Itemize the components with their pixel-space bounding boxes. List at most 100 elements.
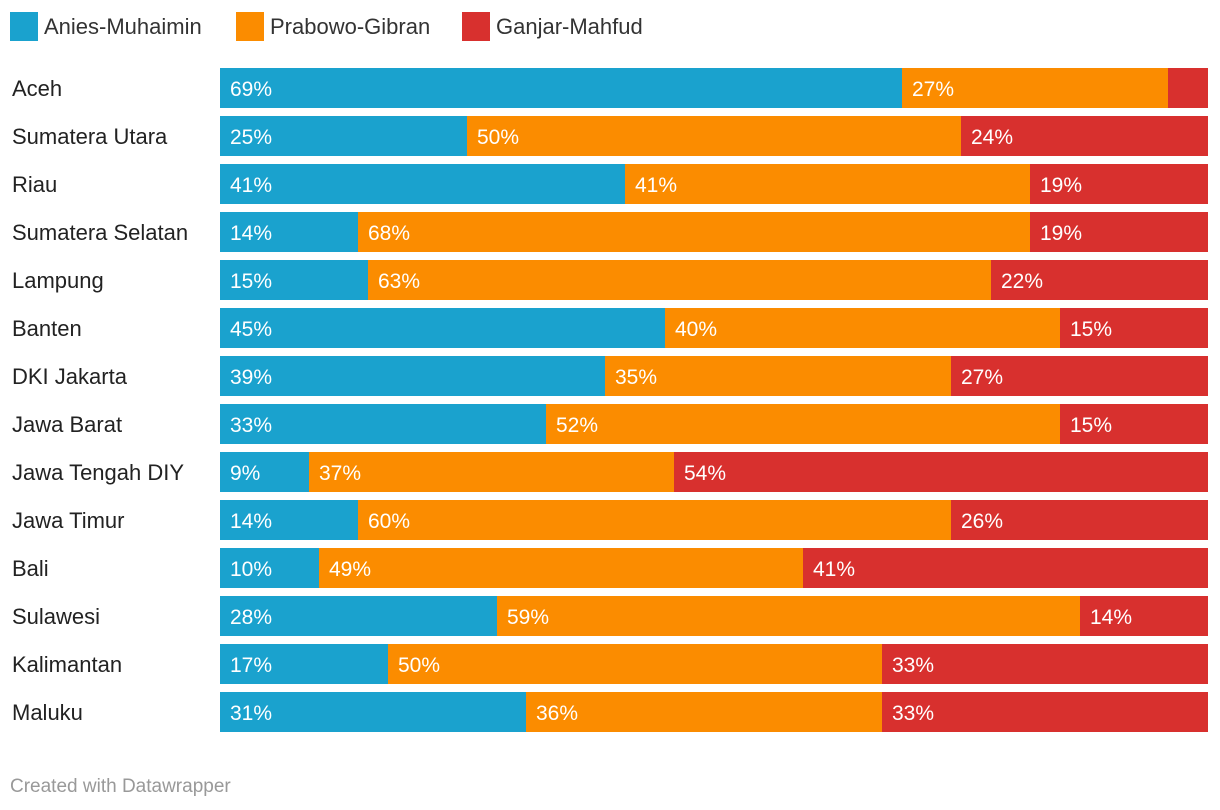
value-label-ganjar-mahfud-maluku: 33% bbox=[892, 702, 934, 725]
value-label-ganjar-mahfud-sumatera-utara: 24% bbox=[971, 126, 1013, 149]
value-label-ganjar-mahfud-sumatera-selatan: 19% bbox=[1040, 222, 1082, 245]
chart-row-jawa-tengah-diy: Jawa Tengah DIY 9% 37% 54% bbox=[12, 452, 1208, 492]
chart-row-sulawesi: Sulawesi 28% 59% 14% bbox=[12, 596, 1208, 636]
bar-segment-prabowo-gibran-aceh bbox=[902, 68, 1168, 108]
row-label-kalimantan: Kalimantan bbox=[12, 652, 122, 677]
value-label-ganjar-mahfud-lampung: 22% bbox=[1001, 270, 1043, 293]
chart-row-riau: Riau 41% 41% 19% bbox=[12, 164, 1208, 204]
row-label-jawa-tengah-diy: Jawa Tengah DIY bbox=[12, 460, 184, 485]
value-label-prabowo-gibran-dki-jakarta: 35% bbox=[615, 366, 657, 389]
row-label-lampung: Lampung bbox=[12, 268, 104, 293]
value-label-prabowo-gibran-riau: 41% bbox=[635, 174, 677, 197]
value-label-anies-muhaimin-sumatera-selatan: 14% bbox=[230, 222, 272, 245]
legend-swatch-ganjar-mahfud bbox=[462, 12, 490, 41]
value-label-anies-muhaimin-jawa-timur: 14% bbox=[230, 510, 272, 533]
bar-segment-anies-muhaimin-sumatera-selatan bbox=[220, 212, 358, 252]
value-label-anies-muhaimin-sumatera-utara: 25% bbox=[230, 126, 272, 149]
value-label-anies-muhaimin-jawa-tengah-diy: 9% bbox=[230, 462, 260, 485]
bar-segment-prabowo-gibran-lampung bbox=[368, 260, 991, 300]
value-label-ganjar-mahfud-riau: 19% bbox=[1040, 174, 1082, 197]
bar-segment-prabowo-gibran-dki-jakarta bbox=[605, 356, 951, 396]
bar-segment-anies-muhaimin-sulawesi bbox=[220, 596, 497, 636]
chart-row-jawa-timur: Jawa Timur 14% 60% 26% bbox=[12, 500, 1208, 540]
bar-segment-prabowo-gibran-sumatera-utara bbox=[467, 116, 961, 156]
value-label-prabowo-gibran-sumatera-utara: 50% bbox=[477, 126, 519, 149]
bar-segment-prabowo-gibran-sumatera-selatan bbox=[358, 212, 1030, 252]
value-label-ganjar-mahfud-jawa-barat: 15% bbox=[1070, 414, 1112, 437]
row-label-riau: Riau bbox=[12, 172, 57, 197]
credit-text: Created with Datawrapper bbox=[10, 776, 231, 797]
bar-segment-anies-muhaimin-dki-jakarta bbox=[220, 356, 605, 396]
row-label-sulawesi: Sulawesi bbox=[12, 604, 100, 629]
bar-segment-anies-muhaimin-sumatera-utara bbox=[220, 116, 467, 156]
value-label-prabowo-gibran-banten: 40% bbox=[675, 318, 717, 341]
value-label-prabowo-gibran-lampung: 63% bbox=[378, 270, 420, 293]
bar-segment-ganjar-mahfud-jawa-timur bbox=[951, 500, 1208, 540]
row-label-sumatera-utara: Sumatera Utara bbox=[12, 124, 168, 149]
legend-label-prabowo-gibran: Prabowo-Gibran bbox=[270, 14, 430, 39]
chart-row-aceh: Aceh 69% 27% bbox=[12, 68, 1208, 108]
bar-segment-prabowo-gibran-riau bbox=[625, 164, 1030, 204]
bar-segment-prabowo-gibran-jawa-barat bbox=[546, 404, 1060, 444]
chart-row-dki-jakarta: DKI Jakarta 39% 35% 27% bbox=[12, 356, 1208, 396]
bar-segment-ganjar-mahfud-bali bbox=[803, 548, 1208, 588]
bar-segment-anies-muhaimin-maluku bbox=[220, 692, 526, 732]
value-label-anies-muhaimin-jawa-barat: 33% bbox=[230, 414, 272, 437]
chart-row-jawa-barat: Jawa Barat 33% 52% 15% bbox=[12, 404, 1208, 444]
bar-segment-ganjar-mahfud-riau bbox=[1030, 164, 1208, 204]
bar-segment-anies-muhaimin-banten bbox=[220, 308, 665, 348]
bar-segment-prabowo-gibran-jawa-timur bbox=[358, 500, 951, 540]
row-label-bali: Bali bbox=[12, 556, 49, 581]
bar-segment-anies-muhaimin-lampung bbox=[220, 260, 368, 300]
value-label-ganjar-mahfud-jawa-tengah-diy: 54% bbox=[684, 462, 726, 485]
chart-row-lampung: Lampung 15% 63% 22% bbox=[12, 260, 1208, 300]
value-label-anies-muhaimin-sulawesi: 28% bbox=[230, 606, 272, 629]
value-label-prabowo-gibran-bali: 49% bbox=[329, 558, 371, 581]
bar-segment-prabowo-gibran-bali bbox=[319, 548, 803, 588]
bar-segment-ganjar-mahfud-lampung bbox=[991, 260, 1208, 300]
value-label-ganjar-mahfud-banten: 15% bbox=[1070, 318, 1112, 341]
value-label-prabowo-gibran-kalimantan: 50% bbox=[398, 654, 440, 677]
chart-row-sumatera-utara: Sumatera Utara 25% 50% 24% bbox=[12, 116, 1208, 156]
chart-row-bali: Bali 10% 49% 41% bbox=[12, 548, 1208, 588]
bar-segment-ganjar-mahfud-dki-jakarta bbox=[951, 356, 1208, 396]
value-label-ganjar-mahfud-sulawesi: 14% bbox=[1090, 606, 1132, 629]
bar-segment-anies-muhaimin-riau bbox=[220, 164, 625, 204]
bar-segment-ganjar-mahfud-banten bbox=[1060, 308, 1208, 348]
value-label-anies-muhaimin-lampung: 15% bbox=[230, 270, 272, 293]
bar-segment-anies-muhaimin-jawa-tengah-diy bbox=[220, 452, 309, 492]
chart-row-banten: Banten 45% 40% 15% bbox=[12, 308, 1208, 348]
legend-swatch-prabowo-gibran bbox=[236, 12, 264, 41]
bar-segment-anies-muhaimin-jawa-timur bbox=[220, 500, 358, 540]
value-label-prabowo-gibran-sulawesi: 59% bbox=[507, 606, 549, 629]
bar-segment-ganjar-mahfud-sumatera-utara bbox=[961, 116, 1208, 156]
row-label-banten: Banten bbox=[12, 316, 82, 341]
value-label-anies-muhaimin-bali: 10% bbox=[230, 558, 272, 581]
value-label-ganjar-mahfud-bali: 41% bbox=[813, 558, 855, 581]
bar-segment-anies-muhaimin-kalimantan bbox=[220, 644, 388, 684]
bar-segment-ganjar-mahfud-sumatera-selatan bbox=[1030, 212, 1208, 252]
row-label-sumatera-selatan: Sumatera Selatan bbox=[12, 220, 188, 245]
bar-segment-anies-muhaimin-jawa-barat bbox=[220, 404, 546, 444]
row-label-dki-jakarta: DKI Jakarta bbox=[12, 364, 128, 389]
bar-segment-ganjar-mahfud-sulawesi bbox=[1080, 596, 1208, 636]
value-label-prabowo-gibran-maluku: 36% bbox=[536, 702, 578, 725]
row-label-aceh: Aceh bbox=[12, 76, 62, 101]
value-label-anies-muhaimin-kalimantan: 17% bbox=[230, 654, 272, 677]
bar-segment-anies-muhaimin-aceh bbox=[220, 68, 902, 108]
bar-segment-prabowo-gibran-maluku bbox=[526, 692, 882, 732]
value-label-anies-muhaimin-maluku: 31% bbox=[230, 702, 272, 725]
value-label-ganjar-mahfud-jawa-timur: 26% bbox=[961, 510, 1003, 533]
value-label-prabowo-gibran-jawa-tengah-diy: 37% bbox=[319, 462, 361, 485]
value-label-ganjar-mahfud-kalimantan: 33% bbox=[892, 654, 934, 677]
row-label-jawa-barat: Jawa Barat bbox=[12, 412, 122, 437]
value-label-prabowo-gibran-jawa-barat: 52% bbox=[556, 414, 598, 437]
chart-row-sumatera-selatan: Sumatera Selatan 14% 68% 19% bbox=[12, 212, 1208, 252]
bar-segment-anies-muhaimin-bali bbox=[220, 548, 319, 588]
bar-segment-prabowo-gibran-banten bbox=[665, 308, 1060, 348]
bar-segment-ganjar-mahfud-jawa-tengah-diy bbox=[674, 452, 1208, 492]
bar-segment-ganjar-mahfud-jawa-barat bbox=[1060, 404, 1208, 444]
value-label-prabowo-gibran-jawa-timur: 60% bbox=[368, 510, 410, 533]
bar-segment-prabowo-gibran-sulawesi bbox=[497, 596, 1080, 636]
